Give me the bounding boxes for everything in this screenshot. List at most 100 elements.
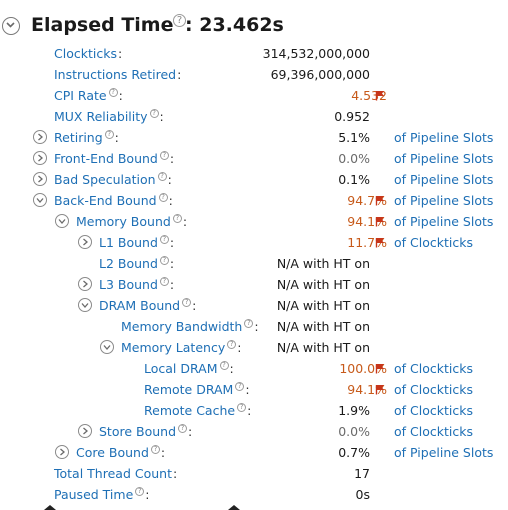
metric-label[interactable]: Paused Time?: [54, 487, 150, 502]
metric-label[interactable]: Local DRAM?: [144, 361, 234, 376]
help-icon[interactable]: ? [178, 424, 188, 433]
metric-row-front-end-bound: Front-End Bound?: 0.0% of Pipeline Slots [0, 148, 508, 169]
metric-row-mux-reliability: MUX Reliability?: 0.952 [0, 106, 508, 127]
metric-value: N/A with HT on [276, 256, 370, 271]
help-icon[interactable]: ? [159, 277, 169, 286]
warning-flag-icon [375, 385, 384, 395]
metric-row-local-dram: Local DRAM?: 100.0% of Clockticks [0, 358, 508, 379]
expand-icon[interactable] [78, 277, 92, 291]
metric-unit[interactable]: of Pipeline Slots [394, 214, 494, 229]
help-icon[interactable]: ? [171, 11, 186, 27]
metric-value: 314,532,000,000 [262, 46, 370, 61]
metric-row-total-thread-count: Total Thread Count: 17 [0, 463, 508, 484]
metric-row-dram-bound: DRAM Bound?: N/A with HT on [0, 295, 508, 316]
metric-unit[interactable]: of Clockticks [394, 361, 473, 376]
metric-row-l3-bound: L3 Bound?: N/A with HT on [0, 274, 508, 295]
metric-label[interactable]: CPI Rate?: [54, 88, 123, 103]
metric-row-remote-dram: Remote DRAM?: 94.1% of Clockticks [0, 379, 508, 400]
help-icon[interactable]: ? [157, 172, 167, 181]
metric-label[interactable]: Clockticks: [54, 46, 123, 61]
help-icon[interactable]: ? [158, 193, 168, 202]
help-icon[interactable]: ? [172, 214, 182, 223]
elapsed-time-title: Elapsed Time [31, 14, 174, 36]
help-icon[interactable]: ? [135, 487, 145, 496]
metric-label[interactable]: Retiring?: [54, 130, 119, 145]
metric-label[interactable]: Core Bound?: [76, 445, 166, 460]
metric-value: 0.952 [334, 109, 370, 124]
collapse-toggle-icon[interactable] [2, 17, 20, 35]
metric-row-memory-latency: Memory Latency?: N/A with HT on [0, 337, 508, 358]
metric-unit[interactable]: of Clockticks [394, 382, 473, 397]
help-icon[interactable]: ? [159, 256, 169, 265]
collapse-icon[interactable] [78, 298, 92, 312]
metric-unit[interactable]: of Pipeline Slots [394, 130, 494, 145]
warning-flag-icon [375, 217, 384, 227]
metric-row-memory-bandwidth: Memory Bandwidth?: N/A with HT on [0, 316, 508, 337]
metric-row-core-bound: Core Bound?: 0.7% of Pipeline Slots [0, 442, 508, 463]
metric-unit[interactable]: of Clockticks [394, 424, 473, 439]
metric-unit[interactable]: of Pipeline Slots [394, 151, 494, 166]
metric-label[interactable]: Memory Bandwidth?: [121, 319, 259, 334]
metric-label[interactable]: Back-End Bound?: [54, 193, 173, 208]
metric-value: 0.7% [338, 445, 370, 460]
metric-label[interactable]: Bad Speculation?: [54, 172, 172, 187]
metric-row-memory-bound: Memory Bound?: 94.1% of Pipeline Slots [0, 211, 508, 232]
help-icon[interactable]: ? [149, 109, 159, 118]
metric-label[interactable]: Memory Bound?: [76, 214, 188, 229]
warning-flag-icon [375, 196, 384, 206]
metric-value: 0.0% [338, 151, 370, 166]
metric-unit[interactable]: of Clockticks [394, 403, 473, 418]
help-icon[interactable]: ? [235, 382, 245, 391]
metric-unit[interactable]: of Pipeline Slots [394, 193, 494, 208]
expand-icon[interactable] [78, 235, 92, 249]
metric-label[interactable]: Front-End Bound?: [54, 151, 175, 166]
expand-icon[interactable] [55, 445, 69, 459]
metric-label[interactable]: L2 Bound?: [99, 256, 175, 271]
collapse-icon[interactable] [55, 214, 69, 228]
expand-icon[interactable] [33, 151, 47, 165]
metric-row-l1-bound: L1 Bound?: 11.7% of Clockticks [0, 232, 508, 253]
help-icon[interactable]: ? [108, 88, 118, 97]
expand-icon[interactable] [33, 130, 47, 144]
metric-unit[interactable]: of Pipeline Slots [394, 172, 494, 187]
metric-label[interactable]: L1 Bound?: [99, 235, 175, 250]
metric-value: 0.1% [338, 172, 370, 187]
expand-icon[interactable] [33, 172, 47, 186]
metric-label[interactable]: Store Bound?: [99, 424, 193, 439]
help-icon[interactable]: ? [219, 361, 229, 370]
help-icon[interactable]: ? [150, 445, 160, 454]
metric-value: 5.1% [338, 130, 370, 145]
expand-icon[interactable] [78, 424, 92, 438]
help-icon[interactable]: ? [159, 235, 169, 244]
elapsed-time-value: : 23.462s [185, 14, 284, 36]
metric-row-back-end-bound: Back-End Bound?: 94.7% of Pipeline Slots [0, 190, 508, 211]
collapse-icon[interactable] [33, 193, 47, 207]
metric-row-clockticks: Clockticks: 314,532,000,000 [0, 43, 508, 64]
metric-label[interactable]: Instructions Retired: [54, 67, 182, 82]
metric-label[interactable]: Remote DRAM?: [144, 382, 250, 397]
metric-label[interactable]: Memory Latency?: [121, 340, 242, 355]
metric-label[interactable]: DRAM Bound?: [99, 298, 197, 313]
metric-row-store-bound: Store Bound?: 0.0% of Clockticks [0, 421, 508, 442]
metric-value: 69,396,000,000 [270, 67, 370, 82]
help-icon[interactable]: ? [104, 130, 114, 139]
collapse-icon[interactable] [100, 340, 114, 354]
metric-value: 0.0% [338, 424, 370, 439]
metric-label[interactable]: Remote Cache?: [144, 403, 252, 418]
metric-value: 100.0% [339, 361, 387, 376]
help-icon[interactable]: ? [244, 319, 254, 328]
help-icon[interactable]: ? [227, 340, 237, 349]
metric-label[interactable]: MUX Reliability?: [54, 109, 164, 124]
metric-unit[interactable]: of Pipeline Slots [394, 445, 494, 460]
metric-label[interactable]: Total Thread Count: [54, 466, 178, 481]
metric-row-remote-cache: Remote Cache?: 1.9% of Clockticks [0, 400, 508, 421]
cut-off-next-section-icons [44, 505, 240, 510]
metric-unit[interactable]: of Clockticks [394, 235, 473, 250]
help-icon[interactable]: ? [237, 403, 247, 412]
metric-label[interactable]: L3 Bound?: [99, 277, 175, 292]
help-icon[interactable]: ? [159, 151, 169, 160]
metric-value: N/A with HT on [276, 340, 370, 355]
help-icon[interactable]: ? [182, 298, 192, 307]
metric-row-retiring: Retiring?: 5.1% of Pipeline Slots [0, 127, 508, 148]
metric-row-instructions-retired: Instructions Retired: 69,396,000,000 [0, 64, 508, 85]
